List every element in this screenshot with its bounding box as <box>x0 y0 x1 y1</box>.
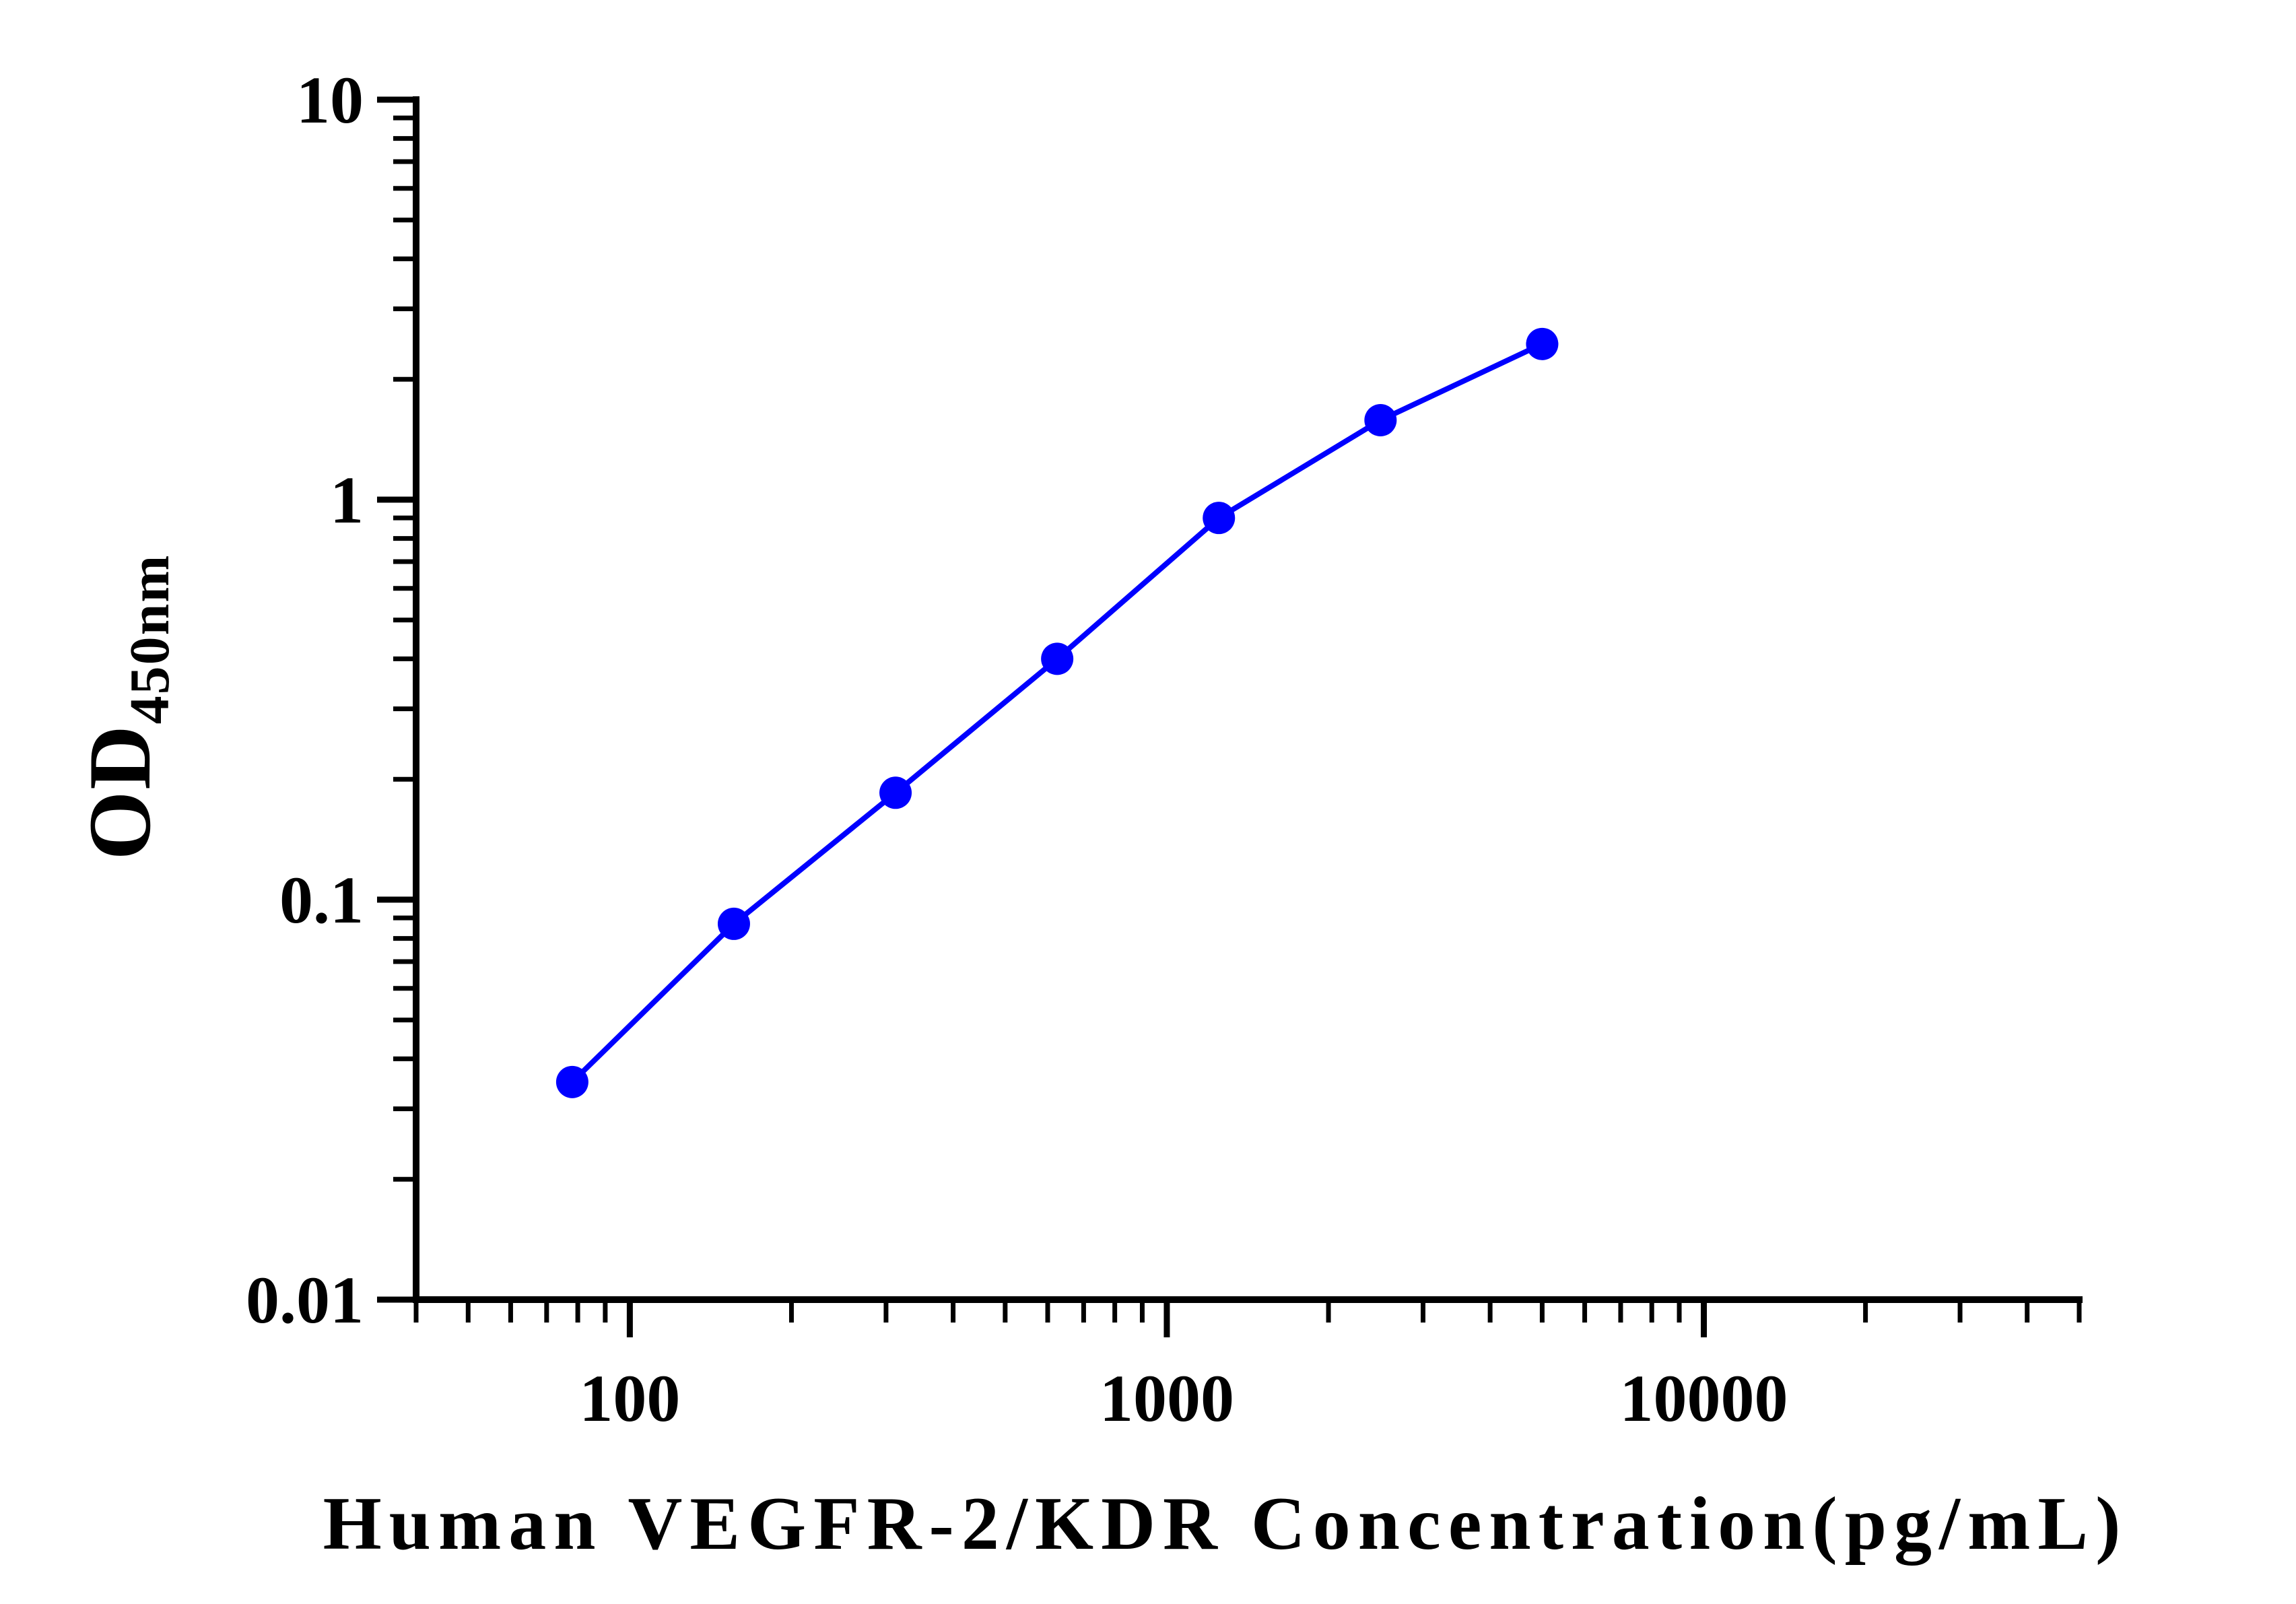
y-axis-title-subscript: 450nm <box>119 554 181 725</box>
data-point <box>1041 642 1074 675</box>
y-axis-title-main: OD <box>70 724 169 860</box>
y-tick-label: 1 <box>330 463 364 537</box>
x-tick-label: 100 <box>579 1361 680 1436</box>
y-tick-label: 10 <box>296 63 364 137</box>
x-axis-title: Human VEGFR-2/KDR Concentration(pg/mL) <box>323 1482 2128 1566</box>
data-point <box>1364 403 1397 436</box>
axis-ticks <box>377 96 2082 1337</box>
data-point <box>879 776 912 809</box>
y-tick-label: 0.01 <box>246 1263 364 1337</box>
y-axis-title: OD450nm <box>70 554 181 861</box>
tick-labels: 0.01 0.1 1 10 100 1000 10000 <box>246 63 1788 1436</box>
series-line <box>570 341 1544 1084</box>
data-point <box>555 1065 588 1098</box>
data-series <box>555 327 1559 1098</box>
x-tick-label: 1000 <box>1100 1361 1234 1436</box>
data-point <box>1526 327 1559 360</box>
data-point <box>717 907 750 940</box>
x-tick-label: 10000 <box>1620 1361 1788 1436</box>
data-point <box>1203 502 1236 535</box>
axes <box>413 96 2083 1303</box>
y-tick-label: 0.1 <box>279 863 364 937</box>
